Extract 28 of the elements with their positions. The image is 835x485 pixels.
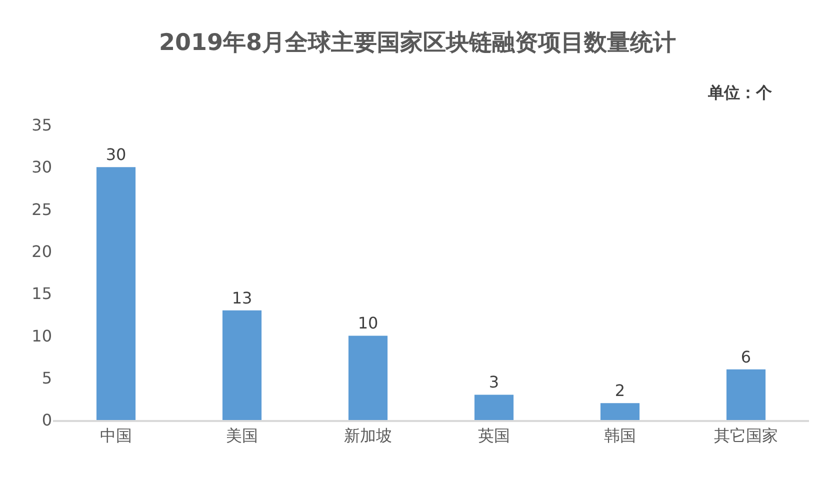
- bar: [600, 403, 640, 420]
- y-tick-label: 25: [32, 200, 52, 219]
- y-tick-label: 10: [32, 326, 52, 346]
- y-tick-label: 30: [32, 158, 52, 177]
- y-tick-label: 5: [42, 368, 52, 388]
- bar: [222, 310, 262, 420]
- chart-title: 2019年8月全球主要国家区块链融资项目数量统计: [158, 29, 676, 56]
- x-tick-label: 美国: [226, 426, 258, 445]
- bar: [348, 336, 388, 420]
- data-label: 30: [106, 145, 126, 164]
- data-label: 10: [358, 314, 378, 333]
- x-tick-label: 其它国家: [714, 426, 778, 445]
- y-tick-label: 15: [32, 284, 52, 304]
- data-label: 6: [740, 347, 752, 366]
- bar: [474, 394, 514, 420]
- text: 单位：个: [707, 83, 773, 102]
- data-label: 13: [232, 288, 252, 308]
- x-tick-label: 新加坡: [344, 426, 392, 445]
- y-tick-label: 35: [32, 116, 52, 135]
- bar: [96, 167, 136, 420]
- data-label: 2: [614, 381, 626, 400]
- bar: [726, 369, 766, 420]
- x-tick-label: 英国: [478, 426, 510, 445]
- data-label: 3: [488, 372, 500, 392]
- x-tick-label: 中国: [100, 426, 132, 445]
- y-tick-label: 0: [42, 410, 52, 430]
- x-tick-label: 韩国: [604, 426, 636, 445]
- y-tick-label: 20: [32, 242, 52, 262]
